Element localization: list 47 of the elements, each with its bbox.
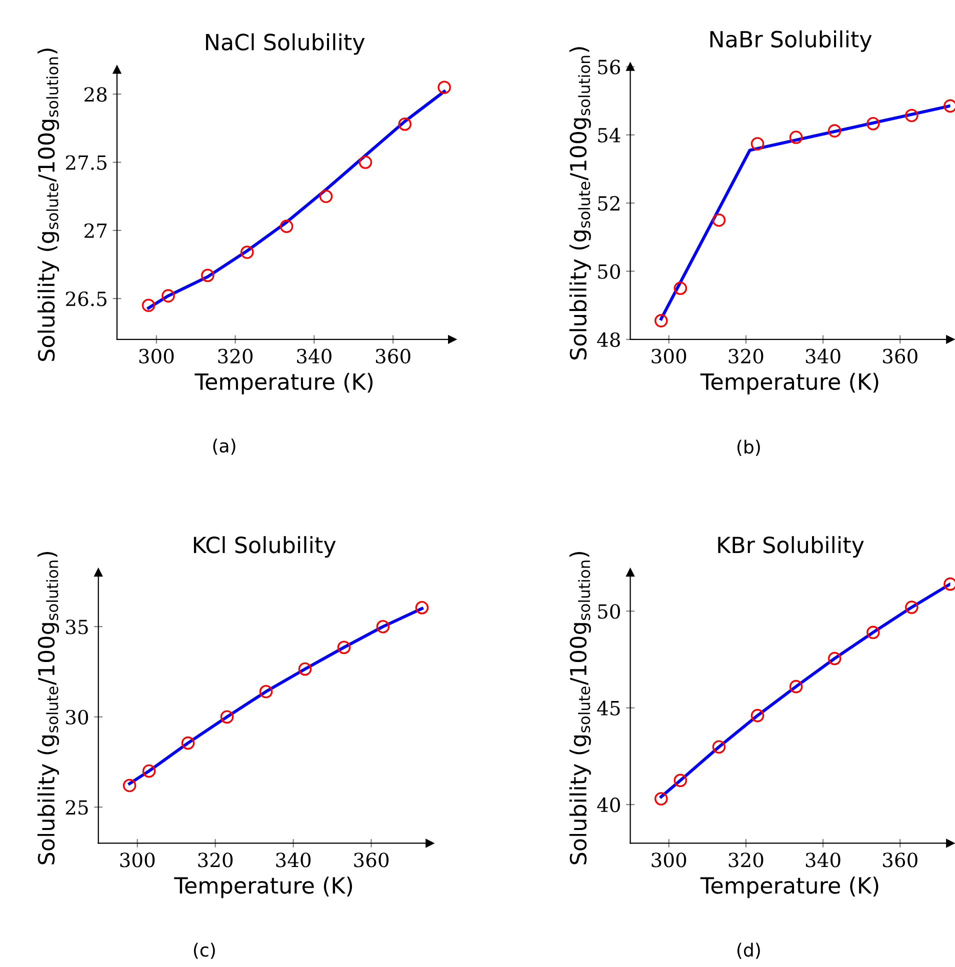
- text: (b): [737, 440, 760, 456]
- x-axis-title: Temperature (K): [700, 876, 878, 898]
- chart-title: NaCl Solubility: [206, 33, 365, 55]
- y-tick-label: 27: [84, 223, 107, 238]
- x-tick-label: 320: [728, 852, 764, 868]
- text: (d): [737, 942, 760, 959]
- y-tick-label: 50: [598, 604, 620, 619]
- y-tick-label: 56: [598, 60, 620, 74]
- x-axis-title: Temperature (K): [194, 372, 373, 394]
- chart-title: NaBr Solubility: [710, 30, 872, 52]
- chart-title: KBr Solubility: [718, 536, 864, 558]
- x-tick-label: 340: [806, 348, 840, 364]
- y-tick-label: 28: [84, 87, 107, 102]
- x-tick-label: 340: [276, 852, 311, 868]
- y-tick-label: 27.5: [66, 155, 106, 170]
- x-axis-title: Temperature (K): [700, 372, 878, 394]
- y-axis-title: Solubility (g$_{solute}$/100g$_{solution}$): [569, 47, 591, 360]
- x-tick-label: 300: [652, 348, 686, 364]
- x-tick-label: 300: [139, 348, 174, 364]
- y-tick-label: 40: [597, 798, 620, 812]
- x-axis-title: Temperature (K): [174, 876, 352, 898]
- text: (a): [213, 438, 236, 455]
- y-tick-label: 52: [598, 196, 620, 211]
- y-axis-title: Solubility (g$_{solute}$/100g$_{solution}$): [569, 552, 591, 864]
- x-tick-label: 360: [354, 852, 389, 868]
- x-tick-label: 300: [120, 852, 155, 868]
- text: (c): [194, 942, 215, 959]
- y-tick-label: 48: [597, 332, 620, 348]
- x-tick-label: 300: [652, 852, 686, 868]
- x-tick-label: 320: [198, 852, 233, 868]
- y-axis-title: Solubility (g$_{solute}$/100g$_{solution}$): [38, 48, 60, 361]
- x-tick-label: 340: [297, 348, 332, 364]
- y-tick-label: 25: [66, 800, 88, 815]
- x-tick-label: 340: [806, 852, 840, 868]
- chart-title: KCl Solubility: [194, 536, 336, 558]
- y-axis-title: Solubility (g$_{solute}$/100g$_{solution}$): [37, 552, 59, 864]
- x-tick-label: 320: [218, 348, 253, 364]
- y-tick-label: 26.5: [66, 291, 106, 306]
- x-tick-label: 360: [883, 852, 918, 868]
- x-tick-label: 360: [883, 348, 918, 364]
- y-tick-label: 35: [66, 620, 88, 634]
- y-tick-label: 50: [598, 264, 620, 279]
- y-tick-label: 45: [597, 700, 620, 716]
- x-tick-label: 360: [376, 348, 410, 364]
- y-tick-label: 54: [598, 128, 620, 143]
- x-tick-label: 320: [728, 348, 764, 364]
- y-tick-label: 30: [66, 710, 88, 725]
